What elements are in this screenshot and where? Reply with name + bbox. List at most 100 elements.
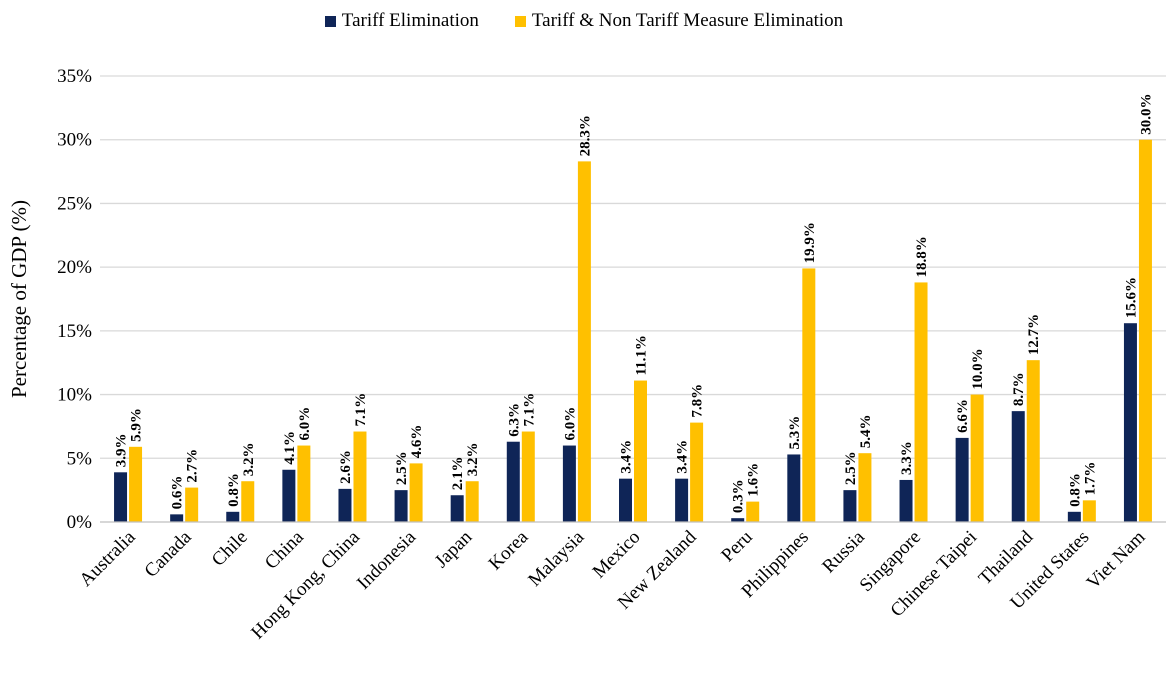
data-label: 18.8%: [914, 236, 930, 277]
data-label: 12.7%: [1026, 314, 1042, 355]
data-label: 7.1%: [353, 393, 369, 427]
data-label: 5.3%: [787, 416, 803, 450]
data-label: 5.9%: [129, 408, 145, 442]
y-tick-label: 25%: [57, 193, 92, 214]
bar: [170, 514, 184, 522]
data-label: 3.2%: [241, 442, 257, 476]
data-label: 1.6%: [746, 463, 762, 497]
bar: [746, 501, 760, 522]
data-label: 3.9%: [114, 434, 130, 468]
data-label: 6.0%: [297, 407, 313, 441]
data-label: 2.5%: [394, 451, 410, 485]
data-label: 6.6%: [955, 399, 971, 433]
bar: [675, 478, 689, 522]
legend-swatch-tariff-elimination: [324, 15, 336, 27]
bar: [843, 490, 857, 522]
gridlines: [100, 75, 1166, 459]
data-label: 3.4%: [619, 440, 635, 474]
x-category-label: Malaysia: [524, 526, 588, 590]
bar: [450, 495, 464, 522]
data-label: 5.4%: [858, 414, 874, 448]
y-tick-label: 15%: [57, 321, 92, 342]
data-label: 0.3%: [731, 479, 747, 513]
bar: [802, 268, 816, 522]
bar: [1011, 411, 1025, 522]
data-label: 8.7%: [1011, 372, 1027, 406]
y-axis-ticks: 0% 5% 10% 15% 20% 25% 30% 35%: [57, 66, 92, 533]
y-tick-label: 10%: [57, 385, 92, 406]
bar: [129, 446, 143, 522]
bar: [914, 282, 928, 522]
bar: [506, 441, 520, 522]
bar: [1067, 511, 1081, 522]
x-category-label: Japan: [431, 526, 477, 572]
bar: [465, 481, 479, 522]
data-label: 4.6%: [409, 425, 425, 459]
x-category-label: Mexico: [589, 527, 645, 583]
bar: [226, 511, 240, 522]
data-label: 2.6%: [338, 450, 354, 484]
legend-swatch-tariff-ntm-elimination: [514, 15, 526, 27]
bar: [353, 431, 367, 522]
bar: [185, 487, 199, 522]
data-label: 2.5%: [843, 451, 859, 485]
data-label: 3.4%: [675, 440, 691, 474]
bar: [282, 469, 296, 522]
x-category-label: Viet Nam: [1083, 527, 1150, 594]
y-tick-label: 5%: [67, 448, 93, 469]
data-label: 15.6%: [1123, 277, 1139, 318]
data-label: 30.0%: [1138, 93, 1154, 134]
bar: [955, 437, 969, 522]
bar: [690, 422, 704, 522]
legend-label-tariff-ntm-elimination: Tariff & Non Tariff Measure Elimination: [531, 10, 844, 31]
data-label: 11.1%: [634, 335, 650, 375]
x-category-label: Peru: [717, 526, 757, 566]
x-category-label: Canada: [141, 526, 197, 582]
data-label: 7.8%: [690, 384, 706, 418]
y-tick-label: 35%: [57, 66, 92, 87]
data-label: 7.1%: [521, 393, 537, 427]
legend-item-tariff-elimination[interactable]: Tariff Elimination: [324, 10, 479, 32]
bar: [619, 478, 632, 522]
bar: [634, 380, 647, 522]
data-label: 1.7%: [1082, 462, 1098, 496]
data-label: 28.3%: [577, 115, 593, 156]
bar: [1082, 500, 1096, 522]
data-label: 0.8%: [226, 473, 242, 507]
bar: [297, 445, 311, 522]
x-category-label: Korea: [485, 526, 533, 574]
y-axis-title: Percentage of GDP (%): [7, 200, 31, 398]
bar: [1123, 323, 1137, 522]
legend-item-tariff-ntm-elimination[interactable]: Tariff & Non Tariff Measure Elimination: [514, 10, 844, 32]
bar: [409, 463, 423, 522]
y-tick-label: 30%: [57, 130, 92, 151]
data-label: 0.6%: [170, 476, 186, 510]
bar: [731, 518, 745, 522]
bar: [394, 490, 408, 522]
bar: [521, 431, 535, 522]
data-label: 10.0%: [970, 348, 986, 389]
bar: [787, 454, 801, 522]
data-label: 2.1%: [450, 456, 466, 490]
data-label: 4.1%: [282, 431, 298, 465]
bar: [1026, 360, 1040, 522]
bar: [338, 488, 352, 522]
data-label: 3.2%: [465, 442, 481, 476]
x-category-label: Russia: [818, 526, 869, 577]
data-label: 3.3%: [899, 441, 915, 475]
x-category-label: Hong Kong, China: [247, 526, 364, 643]
bar: [241, 481, 255, 522]
bars: [114, 139, 1152, 522]
x-category-label: China: [261, 526, 308, 573]
data-label: 19.9%: [802, 222, 818, 263]
x-category-label: Chile: [208, 527, 252, 571]
bar: [577, 161, 591, 522]
bar: [562, 445, 576, 522]
y-tick-label: 20%: [57, 257, 92, 278]
data-label: 6.3%: [506, 403, 522, 437]
data-label: 6.0%: [562, 407, 578, 441]
y-tick-label: 0%: [67, 512, 93, 533]
bar: [114, 472, 128, 522]
